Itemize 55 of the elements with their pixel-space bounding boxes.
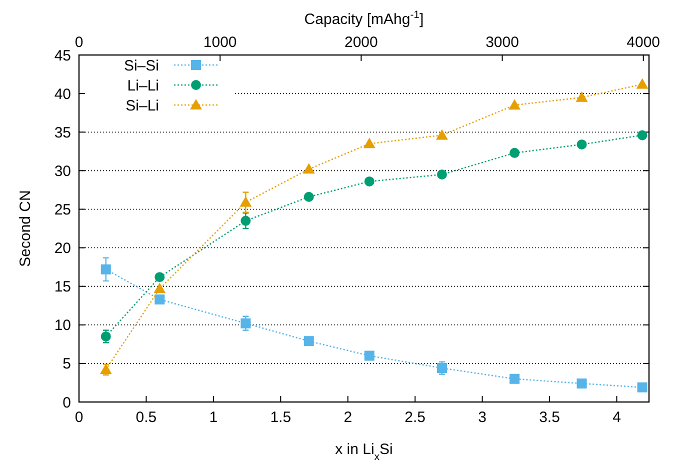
point [100, 264, 111, 274]
x2-tick-label: 2000 [344, 34, 378, 51]
y-tick-label: 45 [54, 47, 71, 64]
x2-tick-label: 0 [74, 34, 84, 51]
point [576, 378, 587, 388]
y-tick-label: 30 [54, 162, 71, 180]
point [364, 350, 374, 361]
x2-tick-label: 3000 [486, 34, 519, 51]
y-tick-label: 35 [54, 124, 71, 142]
point [436, 129, 448, 140]
point [304, 336, 314, 346]
x2-tick-label: 1000 [203, 34, 237, 51]
point [154, 272, 165, 282]
point [436, 170, 447, 180]
legend-label: Si–Si [124, 57, 159, 74]
x-tick-label: 2.5 [404, 409, 426, 426]
legend-label: Li–Li [127, 77, 159, 94]
point [576, 139, 587, 150]
legend-label: Si–Li [126, 97, 159, 114]
point [240, 196, 252, 207]
y-axis-title: Second CN [17, 190, 34, 267]
y-tick-label: 20 [54, 240, 71, 258]
point [363, 138, 376, 148]
x2-tick-label: 4000 [626, 34, 660, 51]
y-tick-label: 15 [54, 278, 71, 296]
point [636, 78, 648, 89]
point [510, 148, 520, 158]
x-tick-label: 0 [74, 409, 84, 426]
x-tick-label: 0.5 [136, 409, 157, 426]
y-tick-label: 10 [54, 317, 71, 334]
point [637, 382, 648, 392]
x2-axis-title: Capacity [mAhg$^{-1}$] [304, 9, 424, 28]
point [508, 99, 521, 110]
x-axis-title: x in Li$_{x}$Si [335, 441, 393, 463]
point [154, 282, 166, 294]
x-tick-label: 3 [478, 409, 486, 426]
point [364, 176, 374, 186]
point [154, 294, 165, 304]
x-tick-label: 4 [612, 409, 621, 426]
x-tick-label: 1.5 [270, 409, 292, 426]
point [576, 91, 588, 102]
y-tick-label: 5 [62, 356, 71, 373]
point [302, 163, 315, 174]
point [240, 318, 251, 328]
x-tick-label: 2 [344, 409, 352, 426]
point [240, 216, 251, 226]
point [637, 130, 648, 140]
x-tick-label: 1 [209, 409, 218, 426]
point [100, 364, 112, 374]
point [304, 192, 314, 202]
x-tick-label: 3.5 [539, 409, 560, 426]
y-tick-label: 40 [54, 86, 71, 103]
y-tick-label: 0 [62, 394, 71, 412]
point [510, 374, 520, 384]
y-tick-label: 25 [54, 201, 71, 218]
